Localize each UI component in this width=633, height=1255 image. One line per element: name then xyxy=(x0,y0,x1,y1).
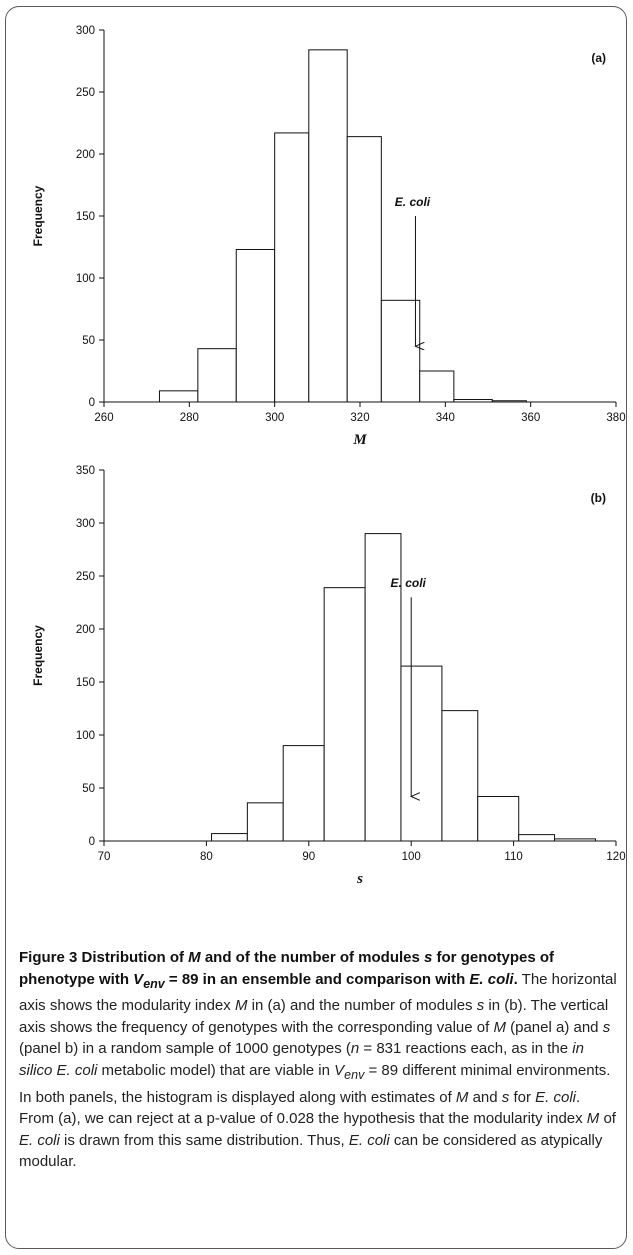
histogram-bar-4 xyxy=(308,49,348,403)
histogram-bar-3 xyxy=(274,132,310,403)
x-tick-label: 70 xyxy=(98,851,111,863)
y-tick-label: 50 xyxy=(82,783,95,795)
histogram-bar-8 xyxy=(518,834,556,842)
caption-body: The horizontal axis shows the modularity… xyxy=(19,970,617,1171)
histogram-bar-6 xyxy=(380,299,421,403)
y-tick-label: 200 xyxy=(76,624,95,636)
y-tick-label: 0 xyxy=(89,836,95,848)
panel-label: (a) xyxy=(591,51,606,65)
x-tick-label: 110 xyxy=(504,851,522,863)
caption-title: Figure 3 Distribution of M and of the nu… xyxy=(19,949,555,991)
y-axis-label: Frequency xyxy=(31,185,45,246)
histogram-bar-2 xyxy=(235,248,276,403)
y-tick-label: 250 xyxy=(76,87,95,99)
y-tick-label: 0 xyxy=(89,397,95,409)
y-tick-label: 100 xyxy=(76,273,95,285)
y-tick-label: 350 xyxy=(76,465,95,477)
figure-caption: Figure 3 Distribution of M and of the nu… xyxy=(19,947,619,1173)
x-axis-label: M xyxy=(352,432,367,448)
x-tick-label: 380 xyxy=(606,412,625,424)
histogram-panel-a: 0 50 100 150 200 250 300 260 280 300 320 340 360 380 F… xyxy=(31,25,626,448)
x-tick-label: 280 xyxy=(180,412,199,424)
x-tick-label: 300 xyxy=(265,412,284,424)
y-tick-label: 150 xyxy=(76,677,95,689)
y-tick-label: 250 xyxy=(76,571,95,583)
x-tick-label: 360 xyxy=(521,412,540,424)
histogram-bar-3 xyxy=(323,587,366,842)
y-tick-label: 200 xyxy=(76,149,95,161)
histogram-bar-5 xyxy=(346,136,382,403)
histogram-bar-1 xyxy=(197,348,237,403)
annotation-ecoli-label: E. coli xyxy=(395,195,431,209)
x-axis-label: s xyxy=(356,871,363,887)
histogram-bar-7 xyxy=(477,795,520,842)
histogram-bar-0 xyxy=(211,833,248,842)
x-tick-label: 80 xyxy=(200,851,213,863)
histogram-bar-5 xyxy=(400,665,443,842)
y-tick-label: 300 xyxy=(76,25,95,37)
histogram-panel-b: 0 50 100 150 200 250 300 350 70 80 90 100 110 120 Freq… xyxy=(31,465,626,887)
histogram-bar-7 xyxy=(419,370,455,403)
y-tick-label: 50 xyxy=(82,335,95,347)
y-tick-label: 100 xyxy=(76,730,95,742)
y-axis-label: Frequency xyxy=(31,625,45,686)
x-tick-label: 100 xyxy=(402,851,421,863)
annotation-ecoli-label: E. coli xyxy=(391,576,427,590)
histogram-bar-1 xyxy=(246,802,284,842)
histogram-bar-2 xyxy=(282,745,325,842)
histogram-bar-0 xyxy=(158,390,199,403)
y-tick-label: 300 xyxy=(76,518,95,530)
x-tick-label: 120 xyxy=(606,851,625,863)
y-tick-label: 150 xyxy=(76,211,95,223)
histogram-bar-6 xyxy=(441,710,479,842)
x-tick-label: 260 xyxy=(94,412,113,424)
x-tick-label: 320 xyxy=(350,412,369,424)
x-tick-label: 90 xyxy=(302,851,315,863)
x-tick-label: 340 xyxy=(436,412,455,424)
panel-label: (b) xyxy=(591,491,606,505)
